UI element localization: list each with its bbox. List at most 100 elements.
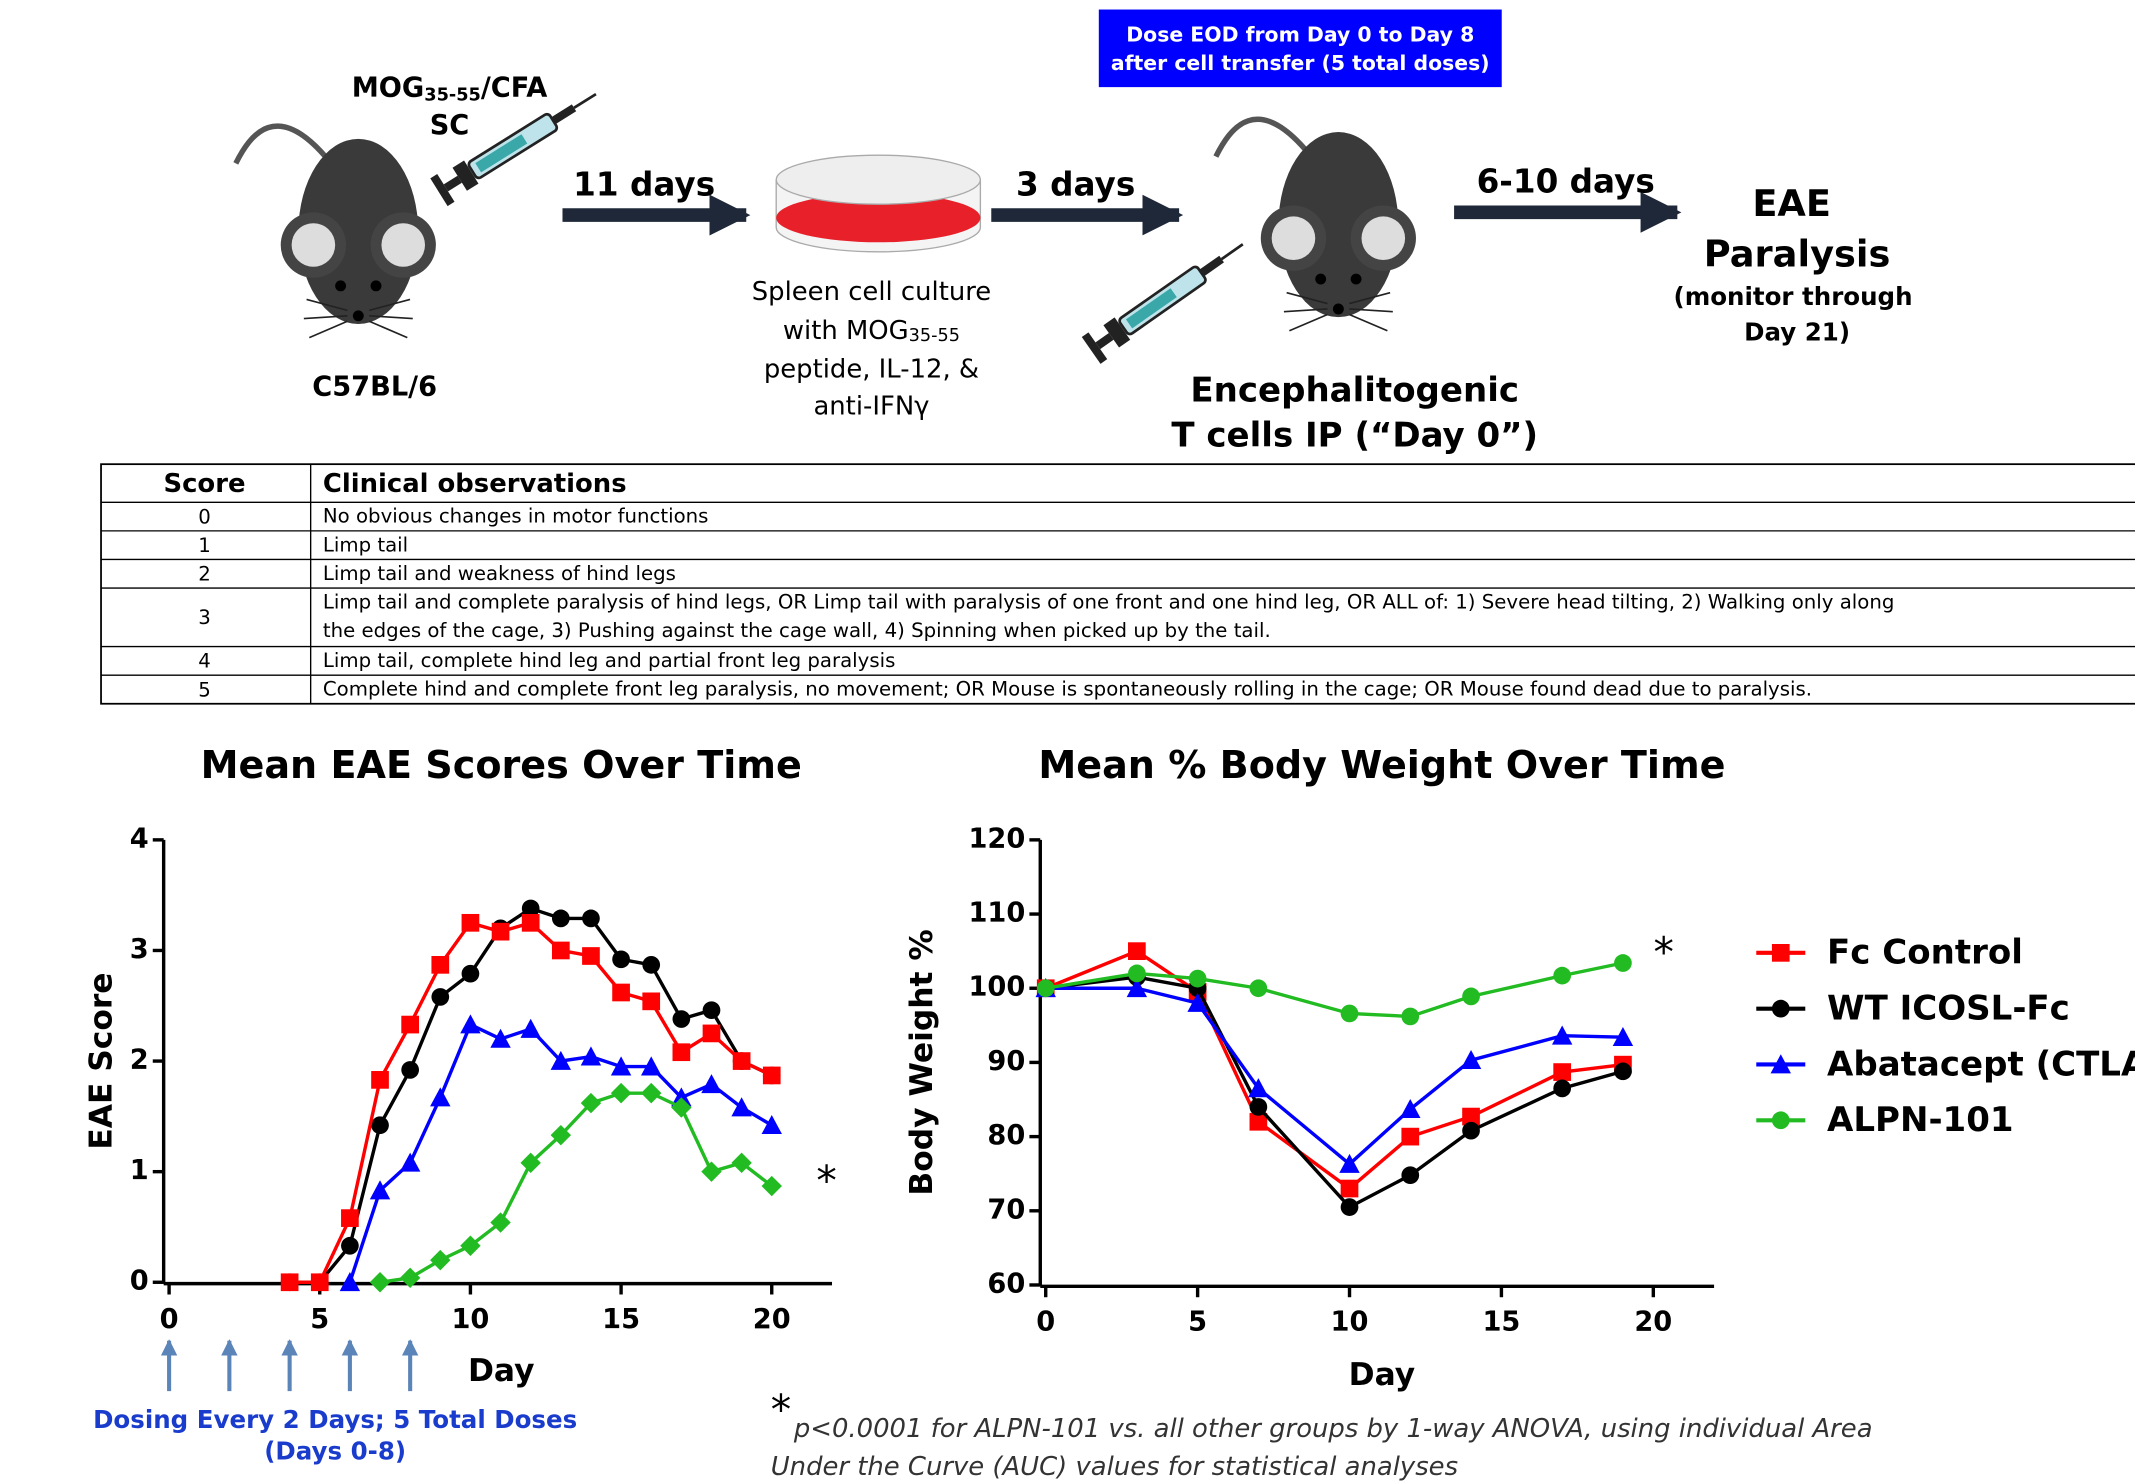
data-point [522,914,540,932]
step-label: 11 days [573,165,715,203]
table-score: 3 [198,606,211,629]
y-tick-label: 60 [987,1268,1025,1299]
data-point [281,1273,299,1291]
score-table: Score Clinical observations 0 No obvious … [101,464,2135,704]
x-tick-label: 5 [1188,1307,1207,1338]
table-observation: the edges of the cage, 3) Pushing agains… [323,619,1271,642]
data-point [641,1083,661,1103]
dose-label: Dosing Every 2 Days; 5 Total Doses [93,1405,577,1434]
data-point [1341,1198,1359,1216]
x-tick-label: 10 [451,1304,489,1335]
table-observation: Limp tail and complete paralysis of hind… [323,591,1894,614]
data-point [1128,965,1146,983]
culture-text: Spleen cell culture [752,277,991,307]
x-tick-label: 0 [160,1304,179,1335]
chart-title: Mean % Body Weight Over Time [1038,743,1725,787]
data-point [582,910,600,928]
footnote-text: Under the Curve (AUC) values for statist… [771,1452,1458,1481]
data-point [642,956,660,974]
series-line [290,908,772,1282]
data-point [492,923,510,941]
chart-title: Mean EAE Scores Over Time [201,743,802,787]
data-point [431,956,449,974]
legend-marker [1772,1111,1790,1129]
y-tick-label: 110 [968,898,1025,929]
table-score: 1 [198,534,211,557]
table-observation: Limp tail, complete hind leg and partial… [323,649,895,672]
data-point [1037,979,1055,997]
series-line [1046,977,1623,1207]
y-tick-label: 80 [987,1120,1025,1151]
table-header: Score [163,469,245,499]
data-point [341,1209,359,1227]
data-point [1553,967,1571,985]
figure: MOG35-55/CFA SC C57BL/6 11 days Spleen c… [0,0,2135,1481]
table-observation: No obvious changes in motor functions [323,505,709,528]
data-point [401,1061,419,1079]
y-tick-label: 120 [968,823,1025,854]
data-point [1128,942,1146,960]
data-point [462,914,480,932]
data-point [520,1019,540,1038]
data-point [673,1010,691,1028]
y-tick-label: 90 [987,1046,1025,1077]
data-point [1614,1062,1632,1080]
data-point [1341,1005,1359,1023]
data-point [340,1272,360,1291]
legend-label: ALPN-101 [1827,1100,2014,1140]
data-point [1341,1180,1359,1198]
x-tick-label: 10 [1331,1307,1369,1338]
route-label: SC [430,110,470,141]
data-point [370,1272,390,1292]
data-point [462,965,480,983]
injection-text: /CFA [481,72,547,103]
table-score: 2 [198,563,211,586]
table-observation: Limp tail and weakness of hind legs [323,562,676,585]
y-axis-label: Body Weight % [904,929,940,1195]
legend-label: Abatacept (CTLA [1827,1044,2135,1084]
data-point [701,1074,721,1093]
table-observation: Limp tail [323,533,408,556]
injection-sub: 35-55 [424,85,481,105]
data-point [430,1250,450,1270]
syringe-icon [1082,231,1252,364]
culture-sub: 35-55 [909,326,960,346]
petri-dish [776,155,980,252]
data-point [552,942,570,960]
injection-label: MOG35-55/CFA [352,72,548,105]
x-axis-label: Day [468,1353,535,1389]
table-header: Clinical observations [323,469,627,499]
transfer-text: Encephalitogenic [1190,371,1519,411]
culture-text: with MOG35-55 [783,315,960,346]
data-point [611,1083,631,1103]
series-line [290,923,772,1282]
data-point [371,1116,389,1134]
table-score: 0 [198,505,211,528]
data-point [763,1067,781,1085]
dosing-text: Dose EOD from Day 0 to Day 8 [1126,22,1474,46]
data-point [582,947,600,965]
x-axis-label: Day [1349,1357,1416,1393]
x-tick-label: 5 [310,1304,329,1335]
outcome-text: EAE [1752,182,1831,225]
monitor-text: (monitor through [1674,282,1913,311]
data-point [671,1097,691,1117]
footnote-symbol: * [771,1386,791,1434]
y-tick-label: 1 [130,1155,149,1186]
data-point [1250,979,1268,997]
y-tick-label: 4 [130,823,149,854]
mouse-icon [1216,119,1416,330]
data-point [431,988,449,1006]
data-point [1614,954,1632,972]
dosing-text: after cell transfer (5 total doses) [1111,51,1490,75]
data-point [1189,970,1207,988]
strain-label: C57BL/6 [312,371,437,402]
y-tick-label: 2 [130,1045,149,1076]
dosing-box [1099,10,1502,88]
data-point [612,984,630,1002]
table-observation: Complete hind and complete front leg par… [323,678,1812,701]
data-point [1553,1080,1571,1098]
data-point [311,1273,329,1291]
y-tick-label: 70 [987,1194,1025,1225]
data-point [1462,1122,1480,1140]
